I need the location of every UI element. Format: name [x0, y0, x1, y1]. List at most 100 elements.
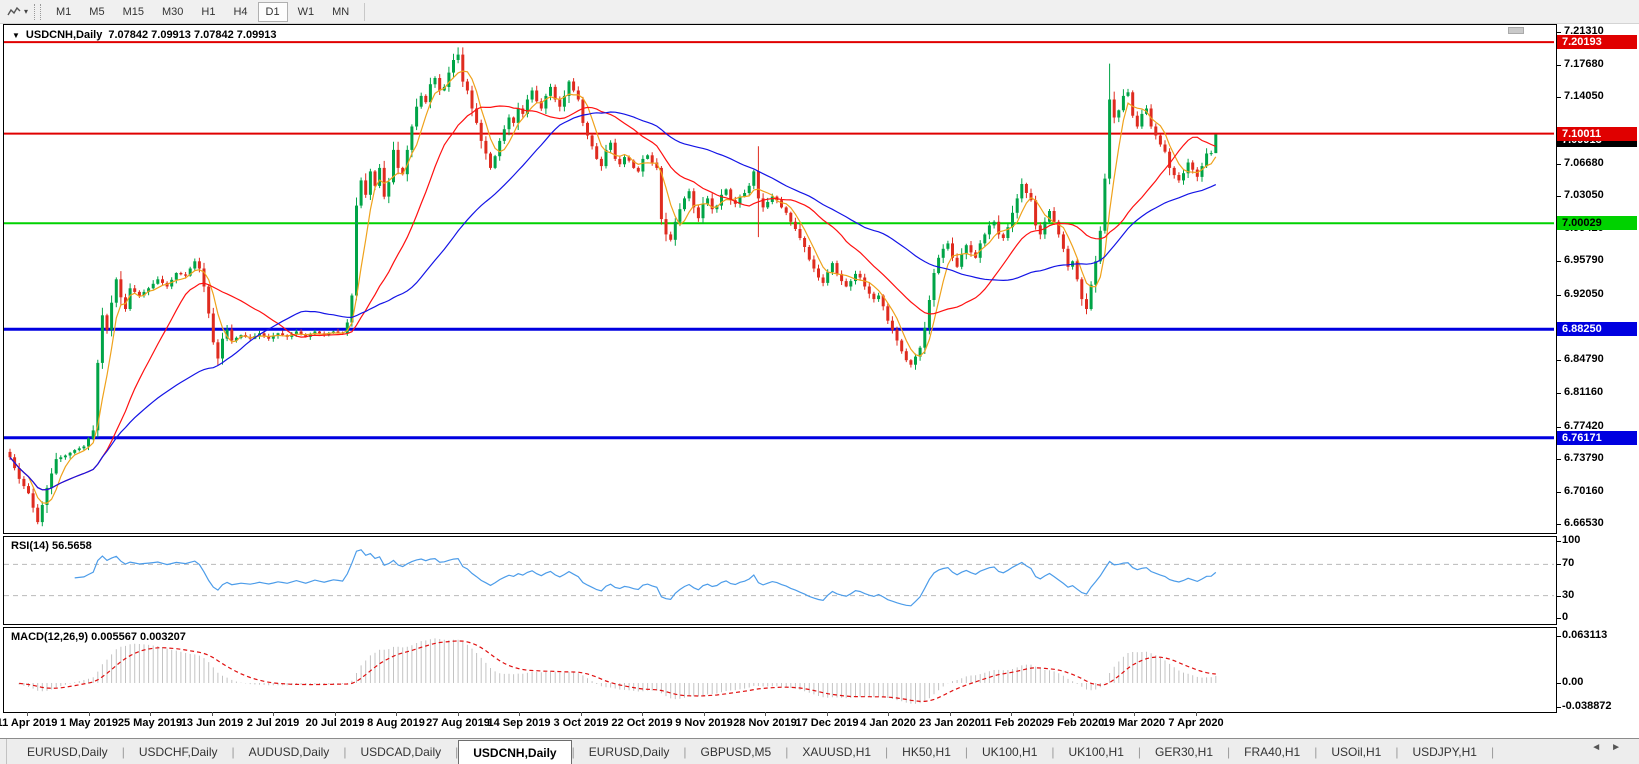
chart-tab-fra40-h1[interactable]: FRA40,H1	[1244, 745, 1301, 759]
chart-tab-eurusd-daily[interactable]: EURUSD,Daily	[588, 745, 670, 759]
tab-separator: |	[1314, 745, 1318, 759]
date-tick-mark	[642, 712, 643, 716]
timeframe-button-h4[interactable]: H4	[233, 5, 248, 18]
chart-tab-usdjpy-h1[interactable]: USDJPY,H1	[1412, 745, 1477, 759]
timeframe-button-w1[interactable]: W1	[297, 5, 315, 18]
moving-average-line	[9, 105, 1217, 491]
rsi-axis-label: 30	[1562, 589, 1575, 601]
price-tick-mark	[1556, 196, 1561, 197]
candlesticks	[8, 54, 1218, 523]
price-tick-mark	[1556, 97, 1561, 98]
chart-tab-hk50-h1[interactable]: HK50,H1	[902, 745, 951, 759]
date-tick-mark	[827, 712, 828, 716]
chart-type-dropdown-icon[interactable]: ▾	[24, 7, 29, 16]
date-tick-label: 22 Oct 2019	[611, 717, 673, 729]
date-tick-label: 11 Apr 2019	[0, 717, 58, 729]
timeframe-button-mn[interactable]: MN	[332, 5, 350, 18]
tab-separator: |	[683, 745, 687, 759]
tab-scroll-arrows[interactable]: ◄►	[1591, 742, 1631, 753]
date-tick-mark	[27, 712, 28, 716]
chart-tab-gbpusd-m5[interactable]: GBPUSD,M5	[700, 745, 772, 759]
chart-tab-usdcad-daily[interactable]: USDCAD,Daily	[360, 745, 442, 759]
price-tick-mark	[1556, 261, 1561, 262]
tab-separator: |	[1051, 745, 1055, 759]
date-tick-label: 9 Nov 2019	[675, 717, 733, 729]
date-tick-mark	[335, 712, 336, 716]
chart-tab-uk100-h1[interactable]: UK100,H1	[1068, 745, 1124, 759]
tab-separator: |	[1395, 745, 1399, 759]
price-tick-label: 7.03050	[1564, 189, 1604, 201]
date-tick-mark	[704, 712, 705, 716]
date-tick-label: 4 Jan 2020	[860, 717, 916, 729]
date-tick-label: 1 May 2019	[59, 717, 119, 729]
price-tick-label: 6.84790	[1564, 353, 1604, 365]
price-tick-label: 6.95790	[1564, 254, 1604, 266]
chart-tab-eurusd-daily[interactable]: EURUSD,Daily	[27, 745, 108, 759]
price-tick-label: 7.21310	[1564, 25, 1604, 37]
date-tick-mark	[765, 712, 766, 716]
chart-tab-usdchf-daily[interactable]: USDCHF,Daily	[138, 745, 218, 759]
date-tick-label: 27 Aug 2019	[426, 717, 490, 729]
date-tick-label: 13 Jun 2019	[180, 717, 244, 729]
chart-symbol-label: USDCNH,Daily	[25, 29, 103, 41]
date-tick-label: 23 Jan 2020	[919, 717, 981, 729]
macd-indicator-pane[interactable]: MACD(12,26,9) 0.005567 0.003207	[3, 627, 1557, 713]
macd-axis-label: 0.00	[1562, 676, 1584, 688]
tab-separator: |	[343, 745, 347, 759]
date-tick-label: 11 Feb 2020	[980, 717, 1042, 729]
timeframe-button-m15[interactable]: M15	[122, 5, 144, 18]
moving-average-line	[9, 111, 1217, 491]
date-tick-label: 7 Apr 2020	[1168, 717, 1224, 729]
macd-tick-mark	[1556, 636, 1561, 637]
chart-tab-uk100-h1[interactable]: UK100,H1	[982, 745, 1038, 759]
rsi-indicator-pane[interactable]: RSI(14) 56.5658	[3, 536, 1557, 625]
price-tick-mark	[1556, 427, 1561, 428]
chart-top-scrollbar[interactable]	[1508, 27, 1524, 34]
price-tick-mark	[1556, 393, 1561, 394]
chart-tab-xauusd-h1[interactable]: XAUUSD,H1	[802, 745, 872, 759]
price-tick-label: 6.66530	[1564, 517, 1604, 529]
rsi-line	[74, 549, 1217, 607]
price-tick-label: 6.77420	[1564, 420, 1604, 432]
price-chart-pane[interactable]: ▼ USDCNH,Daily 7.07842 7.09913 7.07842 7…	[3, 24, 1557, 534]
chart-tab-usoil-h1[interactable]: USOil,H1	[1331, 745, 1382, 759]
toolbar-grip	[34, 3, 42, 20]
chart-ohlc-quotes: 7.07842 7.09913 7.07842 7.09913	[108, 29, 277, 41]
price-tick-mark	[1556, 492, 1561, 493]
price-tick-mark	[1556, 65, 1561, 66]
tab-separator: |	[571, 745, 575, 759]
tab-separator: |	[121, 745, 125, 759]
price-tick-label: 6.92050	[1564, 288, 1604, 300]
price-tick-label: 6.81160	[1564, 386, 1604, 398]
date-tick-label: 29 Feb 2020	[1041, 717, 1105, 729]
date-tick-label: 25 May 2019	[117, 717, 183, 729]
price-tick-label: 6.70160	[1564, 485, 1604, 497]
rsi-axis-label: 0	[1562, 611, 1569, 623]
timeframe-button-m1[interactable]: M1	[56, 5, 72, 18]
tab-separator: |	[964, 745, 968, 759]
date-tick-label: 19 Mar 2020	[1102, 717, 1166, 729]
tab-bar-grip	[0, 739, 7, 764]
macd-signal-line	[19, 640, 1216, 703]
timeframe-button-h1[interactable]: H1	[201, 5, 216, 18]
chart-tab-audusd-daily[interactable]: AUDUSD,Daily	[248, 745, 330, 759]
rsi-axis-label: 100	[1562, 534, 1581, 546]
date-tick-mark	[1011, 712, 1012, 716]
macd-histogram	[18, 638, 1217, 704]
chart-tab-usdcnh-daily[interactable]: USDCNH,Daily	[458, 740, 572, 764]
timeframe-button-d1[interactable]: D1	[257, 1, 288, 22]
macd-tick-mark	[1556, 707, 1561, 708]
collapse-triangle-icon[interactable]: ▼	[12, 30, 20, 40]
date-tick-label: 2 Jul 2019	[246, 717, 300, 729]
price-level-badge: 6.76171	[1557, 431, 1637, 445]
timeframe-button-m30[interactable]: M30	[161, 5, 184, 18]
rsi-tick-mark	[1556, 564, 1561, 565]
date-tick-mark	[150, 712, 151, 716]
date-tick-label: 3 Oct 2019	[553, 717, 609, 729]
timeframe-button-m5[interactable]: M5	[89, 5, 105, 18]
rsi-axis-label: 70	[1562, 557, 1575, 569]
price-level-badge: 7.20193	[1557, 35, 1637, 49]
chart-tab-ger30-h1[interactable]: GER30,H1	[1155, 745, 1214, 759]
toolbar-separator	[364, 2, 366, 21]
chart-type-icon[interactable]	[4, 3, 24, 21]
